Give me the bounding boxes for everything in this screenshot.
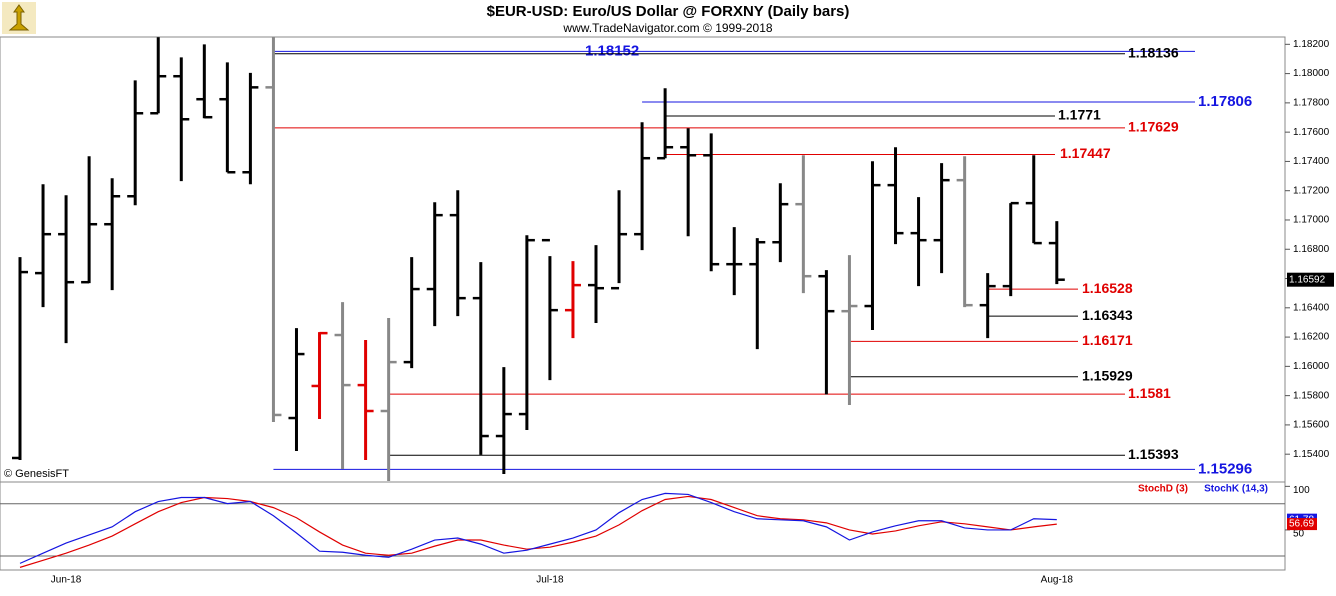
y-tick-label: 100	[1293, 485, 1310, 496]
y-tick-label: 1.16800	[1293, 244, 1330, 255]
level-label: 1.15929	[1082, 367, 1133, 383]
level-label: 1.17629	[1128, 119, 1179, 135]
x-tick-label: Jun-18	[51, 575, 82, 586]
legend-entry: StochK (14,3)	[1204, 484, 1268, 495]
legend-entry: StochD (3)	[1138, 484, 1188, 495]
stoch-line	[19, 492, 1057, 564]
x-tick-label: Jul-18	[536, 575, 564, 586]
level-label: 1.16171	[1082, 332, 1133, 348]
level-label: 1.17806	[1198, 93, 1252, 110]
stoch-panel	[0, 481, 1286, 571]
last-value-box	[1287, 518, 1317, 531]
level-label: 1.15393	[1128, 446, 1179, 462]
level-label: 1.16343	[1082, 307, 1133, 323]
last-price-box	[1287, 272, 1334, 287]
watermark: © GenesisFT	[4, 468, 69, 480]
level-label: 1.18136	[1128, 44, 1179, 60]
last-value-label: 56.69	[1289, 519, 1314, 530]
y-tick-label: 50	[1293, 529, 1305, 540]
y-tick-label: 1.17600	[1293, 127, 1330, 138]
y-tick-label: 1.15400	[1293, 449, 1330, 460]
y-tick-label: 1.17000	[1293, 215, 1330, 226]
stoch-line	[19, 495, 1057, 568]
y-tick-label: 1.17400	[1293, 156, 1330, 167]
y-tick-label: 1.17800	[1293, 98, 1330, 109]
x-tick-label: Aug-18	[1041, 575, 1074, 586]
level-label: 1.17447	[1060, 145, 1111, 161]
chart-subtitle: www.TradeNavigator.com © 1999-2018	[562, 21, 772, 35]
y-tick-label: 1.15800	[1293, 390, 1330, 401]
y-tick-label: 1.18200	[1293, 39, 1330, 50]
y-tick-label: 1.17200	[1293, 185, 1330, 196]
y-tick-label: 1.16200	[1293, 332, 1330, 343]
level-label: 1.1581	[1128, 385, 1171, 401]
chart-title: $EUR-USD: Euro/US Dollar @ FORXNY (Daily…	[487, 3, 850, 20]
level-label: 1.15296	[1198, 460, 1252, 477]
level-label: 1.16528	[1082, 280, 1133, 296]
y-tick-label: 1.18000	[1293, 68, 1330, 79]
y-tick-label: 1.16400	[1293, 302, 1330, 313]
y-tick-label: 1.16000	[1293, 361, 1330, 372]
level-label: 1.1771	[1058, 107, 1101, 123]
last-price-label: 1.16592	[1289, 274, 1326, 285]
level-label: 1.18152	[585, 42, 639, 59]
y-tick-label: 1.15600	[1293, 420, 1330, 431]
logo	[2, 2, 36, 34]
